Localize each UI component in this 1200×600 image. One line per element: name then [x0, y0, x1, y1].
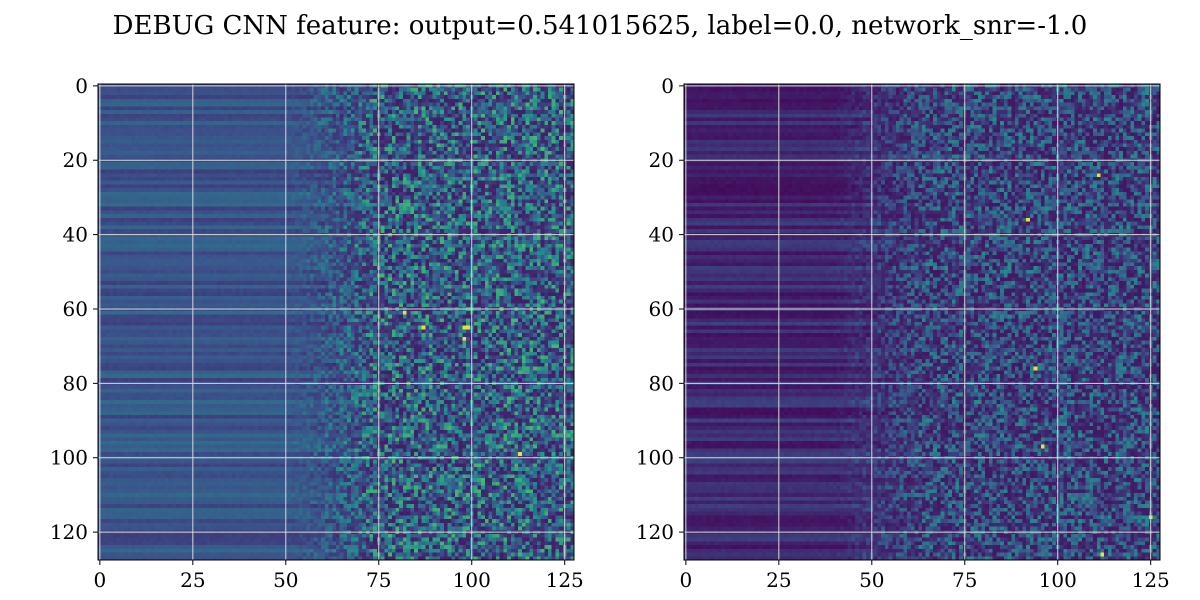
axes-frame — [683, 83, 1161, 561]
y-tick-label: 100 — [50, 446, 88, 470]
y-tick-label: 0 — [75, 74, 88, 98]
heatmap-panel-left: 0 25 50 75 100 125 0 20 40 60 80 100 120 — [50, 74, 584, 592]
heatmap-image — [684, 84, 1160, 560]
x-tick-label: 25 — [180, 568, 205, 592]
y-tick-label: 40 — [649, 223, 674, 247]
y-tick-label: 60 — [63, 297, 88, 321]
x-tick-label: 100 — [453, 568, 491, 592]
x-tick-label: 0 — [93, 568, 106, 592]
x-tick-label: 50 — [859, 568, 884, 592]
y-tick-label: 60 — [649, 297, 674, 321]
axes-frame — [97, 83, 575, 561]
heatmap-image — [98, 84, 574, 560]
y-tick-label: 40 — [63, 223, 88, 247]
x-tick-label: 50 — [273, 568, 298, 592]
figure-title: DEBUG CNN feature: output=0.541015625, l… — [113, 11, 1088, 41]
x-tick-label: 125 — [546, 568, 584, 592]
y-tick-label: 80 — [649, 371, 674, 395]
y-tick-label: 100 — [636, 446, 674, 470]
heatmap-panel-right: 0 25 50 75 100 125 0 20 40 60 80 100 120 — [636, 74, 1170, 592]
y-tick-label: 20 — [649, 148, 674, 172]
x-tick-label: 75 — [366, 568, 391, 592]
x-tick-label: 100 — [1039, 568, 1077, 592]
y-tick-label: 80 — [63, 371, 88, 395]
x-tick-label: 25 — [766, 568, 791, 592]
y-tick-label: 120 — [50, 520, 88, 544]
x-tick-label: 125 — [1132, 568, 1170, 592]
x-tick-label: 75 — [952, 568, 977, 592]
x-tick-label: 0 — [679, 568, 692, 592]
y-tick-label: 0 — [661, 74, 674, 98]
y-tick-label: 20 — [63, 148, 88, 172]
y-tick-label: 120 — [636, 520, 674, 544]
